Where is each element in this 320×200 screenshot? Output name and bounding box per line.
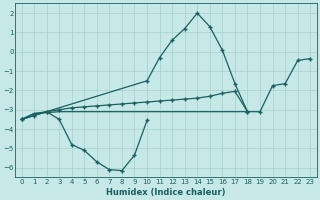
X-axis label: Humidex (Indice chaleur): Humidex (Indice chaleur)	[106, 188, 226, 197]
